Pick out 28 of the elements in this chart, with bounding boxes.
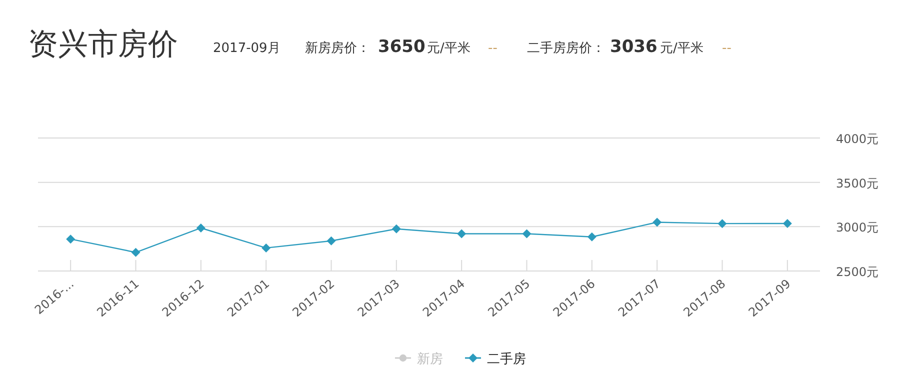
legend-label: 新房 — [417, 351, 443, 367]
point — [457, 229, 466, 238]
text: -- — [722, 41, 732, 56]
point — [262, 243, 271, 252]
point — [587, 232, 596, 242]
legend-label: 二手房 — [487, 351, 526, 367]
text: 3650 — [378, 37, 426, 57]
text: 元/平米 — [427, 41, 470, 56]
y-tick-label: 3000元 — [836, 220, 879, 235]
point — [718, 219, 727, 228]
text: -- — [488, 41, 498, 56]
y-tick-label: 2500元 — [836, 265, 879, 279]
text: 二手房房价： — [527, 40, 605, 56]
y-tick-label: 4000元 — [836, 132, 879, 146]
text: 2017-09月 — [213, 41, 280, 56]
text: 3036 — [610, 37, 658, 57]
text: 新房房价： — [305, 40, 370, 56]
point — [326, 236, 336, 246]
point — [652, 218, 662, 227]
point — [66, 234, 76, 244]
point — [131, 248, 140, 257]
text: 元/平米 — [660, 41, 704, 56]
point — [522, 229, 532, 238]
point — [782, 218, 792, 228]
point — [392, 224, 401, 234]
y-tick-label: 3500元 — [836, 176, 879, 190]
chart-title: 资兴市房价 — [28, 27, 178, 62]
point — [196, 223, 206, 232]
